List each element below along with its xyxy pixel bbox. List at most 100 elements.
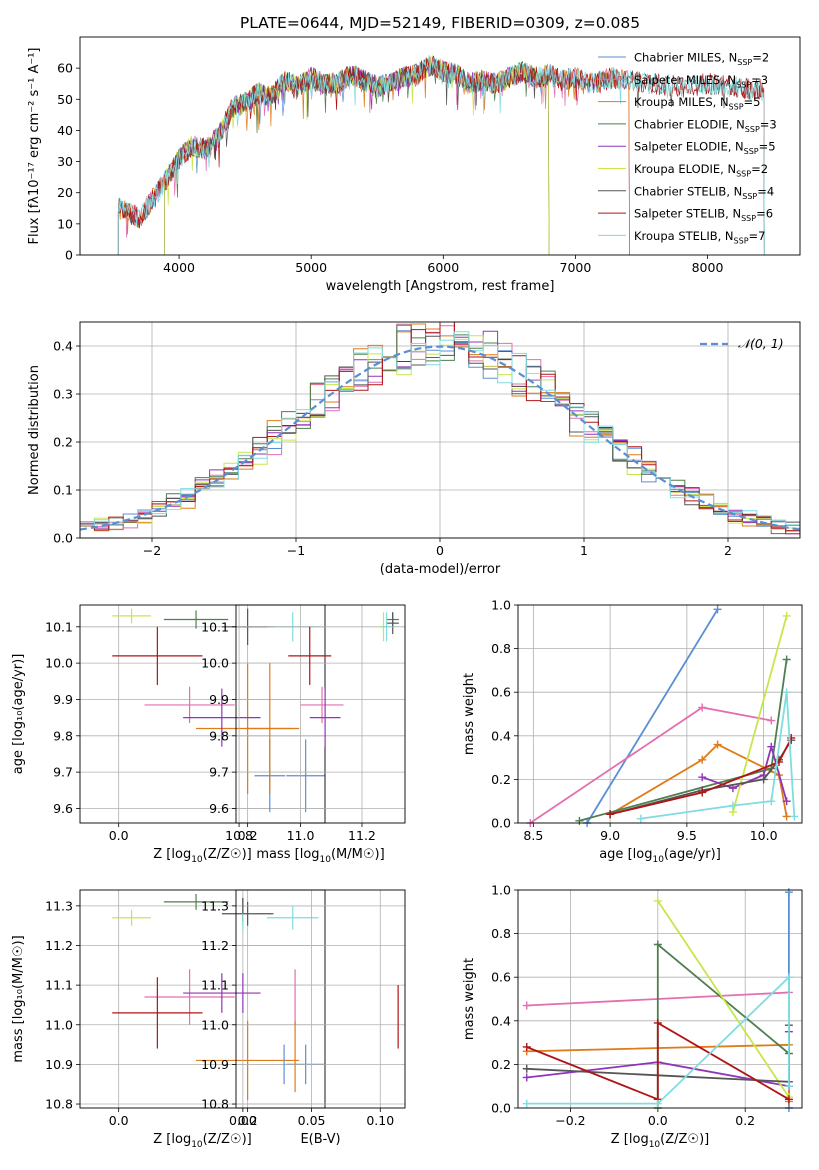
x-tick-label: 10.8	[225, 828, 253, 843]
legend-label-main: Chabrier MILES, N	[634, 51, 737, 65]
y-tick-label: 0.0	[53, 531, 73, 546]
x-axis-label: (data-model)/error	[380, 562, 501, 577]
mass-weight-point-salpeter-stelib	[784, 1095, 793, 1104]
x-tick-label: 0.2	[238, 828, 258, 843]
legend-label-sub: SSP	[745, 125, 760, 134]
legend-label-sub: SSP	[742, 192, 757, 201]
mass-weight-line-salpeter-stelib	[609, 737, 793, 816]
x-tick-label: 7000	[560, 260, 592, 275]
legend-label-main: Salpeter MILES, N	[634, 73, 736, 87]
legend-label-main: Salpeter ELODIE, N	[634, 140, 744, 154]
x-tick-label: 0	[436, 543, 444, 558]
mass-weight-line-kroupa-elodie	[657, 900, 790, 1098]
y-tick-label: 0.6	[491, 970, 511, 985]
legend-label-end: =2	[751, 162, 768, 176]
mass-weight-point-salpeter-elodie	[782, 797, 791, 806]
histogram-kroupa-stelib	[80, 331, 800, 533]
legend-label-chabrier-stelib: Chabrier STELIB, NSSP=4	[634, 184, 774, 201]
x-tick-label: 0.2	[735, 1113, 755, 1128]
x-axis-label: Z [log10(Z/Z☉)]	[153, 1132, 251, 1150]
y-tick-label: 9.6	[53, 801, 73, 816]
y-tick-label: 11.3	[201, 898, 229, 913]
y-tick-label: 0.4	[491, 1013, 511, 1028]
legend-label-sub: SSP	[729, 103, 744, 112]
x-tick-label: 10.0	[750, 828, 778, 843]
y-tick-label: 9.8	[209, 728, 229, 743]
y-tick-label: 1.0	[491, 883, 511, 898]
x-axis-label-sub: 10	[649, 1140, 661, 1150]
x-tick-label: 11.0	[287, 828, 315, 843]
x-axis-label: wavelength [Angstrom, rest frame]	[326, 279, 555, 294]
x-tick-label: 8000	[692, 260, 724, 275]
plot-frame	[79, 321, 801, 539]
mass-weight-point-salpeter-elodie	[767, 742, 776, 751]
age-massweight-panel: 8.5 9.0 9.5 10.0 0.0 0.2 0.4 0.6 0.8 1.0 age [log1…	[462, 598, 803, 865]
y-tick-label: 11.0	[201, 1017, 229, 1032]
mass-weight-point-salpeter-stelib	[653, 1018, 662, 1027]
y-tick-label: 10.1	[201, 619, 229, 634]
x-axis-label-main: age [log	[599, 847, 652, 862]
y-tick-label: 10.1	[45, 619, 73, 634]
series-kroupa-stelib	[117, 54, 765, 255]
x-axis-label-main: Z [log	[611, 1132, 649, 1147]
y-tick-label: 0.2	[491, 772, 511, 787]
x-tick-label: −0.2	[555, 1113, 585, 1128]
y-tick-label: 30	[57, 154, 73, 169]
mass-weight-line-kroupa-stelib	[526, 975, 790, 1105]
mass-weight-point-kroupa-stelib	[784, 973, 793, 982]
mass-weight-point-kroupa-stelib	[782, 688, 791, 697]
x-tick-label: 0.00	[229, 1113, 257, 1128]
plot-frame	[235, 604, 406, 824]
spectrum-panel: 4000 5000 6000 7000 8000 0 10 20 30 40 50 60 wavelen…	[27, 36, 801, 294]
mass-weight-point-kroupa-stelib	[636, 814, 645, 823]
ebv-mass-panel: 0.00 0.05 0.10 10.8 10.9 11.0 11.1 11.2 11.3 E(B-…	[201, 889, 406, 1147]
y-tick-label: 10.9	[201, 1057, 229, 1072]
mass-weight-point-salpeter-miles	[767, 716, 776, 725]
mass-weight-line-salpeter-elodie	[701, 743, 788, 802]
mass-weight-point-kroupa-stelib	[522, 1099, 531, 1108]
mass-weight-line-kroupa-elodie	[732, 615, 788, 813]
y-tick-label: 9.7	[53, 765, 73, 780]
z-massweight-panel: −0.2 0.0 0.2 0.0 0.2 0.4 0.6 0.8 1.0 Z [log10(Z/Z…	[462, 883, 803, 1150]
plot-frame	[517, 604, 803, 824]
x-axis-label-end: (age/yr)]	[664, 847, 721, 862]
x-tick-label: 8.5	[523, 828, 543, 843]
x-tick-label: 0.0	[109, 828, 129, 843]
x-axis-label-end: (M/M☉)]	[331, 847, 385, 862]
x-axis-label-sub: 10	[191, 1140, 203, 1150]
mass-weight-point-kroupa-miles	[782, 812, 791, 821]
mass-weight-point-kroupa-miles	[713, 740, 722, 749]
mass-weight-point-kroupa-stelib	[728, 801, 737, 810]
normal-reference-curve	[80, 345, 800, 531]
x-axis-label-end: (Z/Z☉)]	[660, 1132, 709, 1147]
legend-label-kroupa-elodie: Kroupa ELODIE, NSSP=2	[634, 162, 768, 179]
y-tick-label: 9.7	[209, 765, 229, 780]
y-tick-label: 40	[57, 123, 73, 138]
legend-label-main: Kroupa STELIB, N	[634, 229, 734, 243]
y-tick-label: 11.3	[45, 898, 73, 913]
x-tick-label: 5000	[295, 260, 327, 275]
legend-label-sub: SSP	[734, 236, 749, 245]
y-tick-label: 10.8	[45, 1097, 73, 1112]
legend-label-end: =7	[749, 229, 766, 243]
y-tick-label: 0.3	[53, 387, 73, 402]
legend-label-chabrier-miles: Chabrier MILES, NSSP=2	[634, 51, 769, 68]
legend-label-end: =5	[759, 140, 776, 154]
mass-weight-point-kroupa-stelib	[790, 812, 799, 821]
z-age-panel: 0.0 0.2 9.6 9.7 9.8 9.9 10.0 10.1 Z [log10(Z/Z☉)…	[11, 604, 326, 865]
y-tick-label: 10.8	[201, 1097, 229, 1112]
legend-label-sub: SSP	[741, 214, 756, 223]
legend-label-normal: 𝒩(0, 1)	[738, 336, 784, 351]
y-tick-label: 0.4	[491, 728, 511, 743]
y-axis-label: mass [log₁₀(M/M☉)]	[11, 935, 26, 1062]
legend-label-main: Chabrier ELODIE, N	[634, 117, 745, 131]
legend-label-salpeter-miles: Salpeter MILES, NSSP=3	[634, 73, 768, 90]
legend-label-end: =2	[752, 51, 769, 65]
y-axis-label: age [log₁₀(age/yr)]	[11, 654, 26, 775]
spectra	[117, 54, 765, 255]
y-tick-label: 0.1	[53, 483, 73, 498]
mass-weight-line-chabrier-miles	[586, 608, 719, 824]
legend-label-salpeter-stelib: Salpeter STELIB, NSSP=6	[634, 207, 773, 224]
x-axis-label-end: (Z/Z☉)]	[203, 847, 252, 862]
